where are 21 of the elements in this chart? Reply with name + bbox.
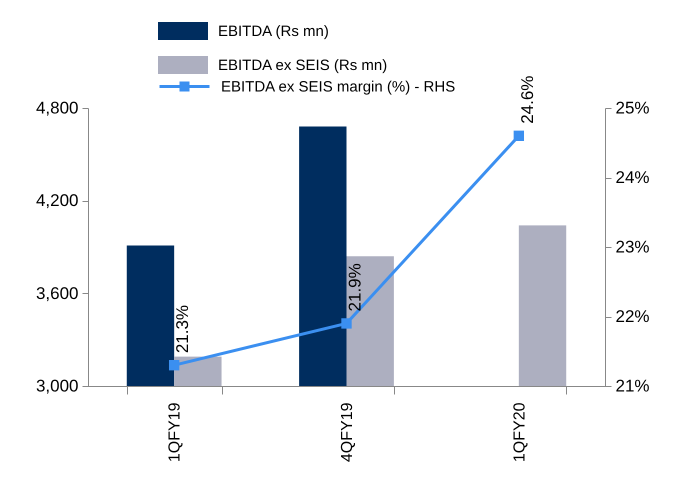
data-label: 21.3%: [173, 304, 192, 354]
y2-tick-label: 25%: [616, 98, 650, 118]
x-tick-label: 1QFY19: [166, 402, 184, 462]
point: [341, 318, 352, 329]
y2-tick-label: 23%: [616, 238, 650, 256]
x-tick-label: 4QFY19: [339, 402, 356, 462]
y2-tick-label: 22%: [616, 307, 650, 326]
y-tick-label: 3,000: [36, 376, 78, 396]
y-tick-label: 4,800: [36, 98, 78, 118]
legend-label: EBITDA (Rs mn): [218, 23, 329, 40]
y2-tick-label: 21%: [616, 376, 650, 396]
data-label: 24.6%: [518, 76, 537, 124]
data-label: 21.9%: [346, 263, 364, 312]
legend-label: EBITDA ex SEIS margin (%) - RHS: [221, 78, 456, 96]
point: [514, 130, 524, 141]
y-tick-label: 4,200: [36, 191, 78, 210]
y-tick-label: 3,600: [36, 284, 78, 303]
point: [168, 360, 180, 370]
x-tick-label: 1QFY20: [511, 402, 528, 462]
legend-label: EBITDA ex SEIS (Rs mn): [218, 57, 388, 74]
y2-tick-label: 24%: [616, 168, 650, 187]
